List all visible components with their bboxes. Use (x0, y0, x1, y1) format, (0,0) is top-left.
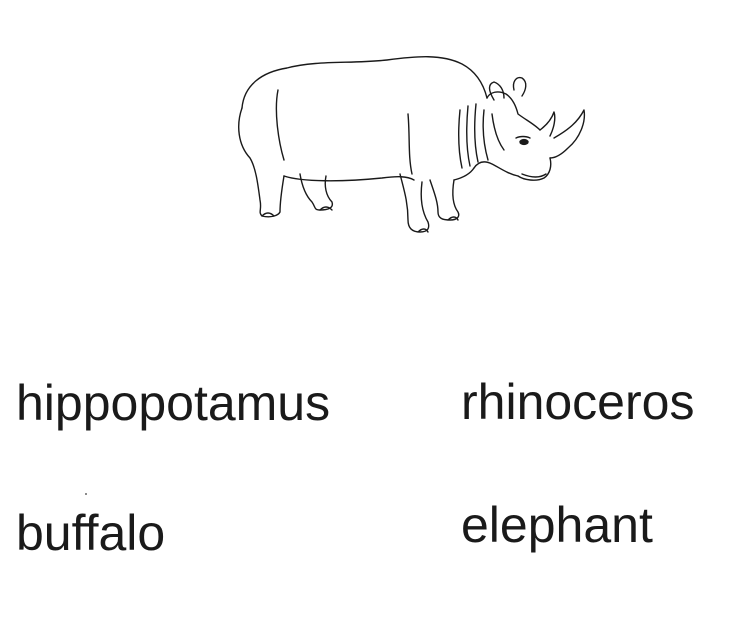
rhinoceros-icon (238, 56, 586, 233)
scan-speck (85, 493, 87, 495)
word-option-elephant[interactable]: elephant (461, 497, 653, 553)
word-option-hippopotamus[interactable]: hippopotamus (16, 375, 331, 431)
word-option-buffalo[interactable]: buffalo (16, 505, 166, 561)
word-option-rhinoceros[interactable]: rhinoceros (461, 374, 695, 430)
